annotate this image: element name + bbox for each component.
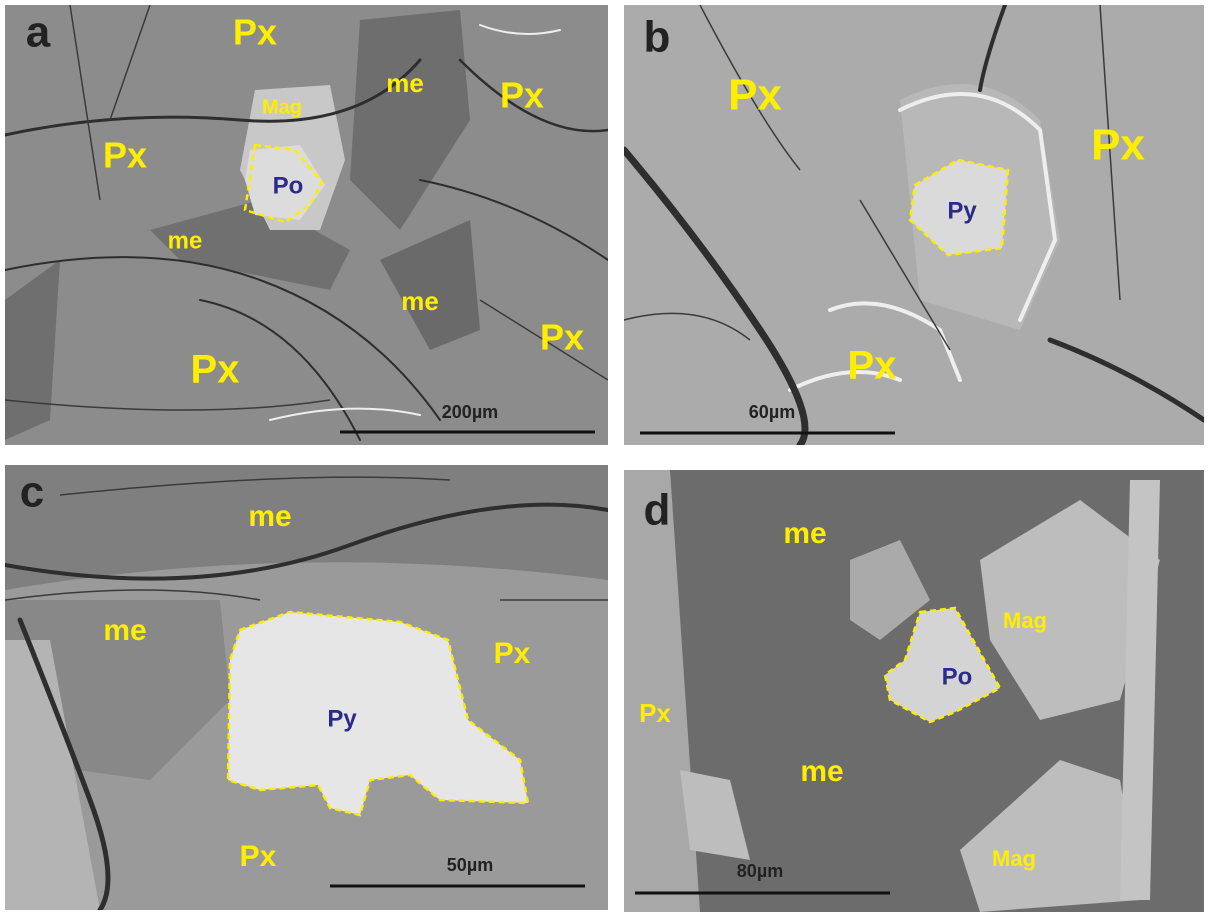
scale-bar-label: 50µm: [447, 855, 493, 875]
mineral-label: Mag: [1003, 608, 1047, 633]
mineral-label: Px: [191, 348, 240, 392]
mineral-label: Px: [240, 840, 277, 873]
mineral-label: me: [800, 755, 843, 788]
mineral-label: Py: [327, 705, 357, 732]
panel-letter: c: [20, 468, 44, 517]
mineral-label: Px: [500, 75, 544, 116]
mineral-label: Mag: [992, 846, 1036, 871]
mineral-label: me: [401, 286, 439, 316]
panel-letter: b: [644, 13, 671, 62]
panel-letter: a: [26, 8, 51, 57]
mineral-label: me: [168, 227, 203, 254]
mineral-label: Px: [848, 344, 897, 388]
mineral-label: Px: [103, 135, 147, 176]
mineral-label: Px: [639, 698, 671, 728]
mineral-label: me: [103, 614, 146, 647]
scale-bar-label: 60µm: [749, 402, 795, 422]
mineral-label: Px: [540, 317, 584, 358]
panel-d-image: [624, 470, 1204, 912]
mineral-label: Px: [1091, 121, 1145, 170]
mineral-label: Px: [728, 71, 782, 120]
panel-b-image: [624, 5, 1204, 445]
mineral-label: me: [386, 68, 424, 98]
mineral-label: me: [783, 517, 826, 550]
mineral-label: Px: [233, 12, 277, 53]
mineral-label: Po: [273, 172, 304, 199]
mineral-label: Px: [494, 637, 531, 670]
scale-bar-label: 200µm: [442, 402, 498, 422]
mineral-label: me: [248, 500, 291, 533]
scale-bar-label: 80µm: [737, 861, 783, 881]
panel-a-image: [5, 5, 608, 445]
mineral-label: Po: [942, 663, 973, 690]
mineral-label: Mag: [262, 96, 302, 118]
mineral-label: Py: [947, 197, 977, 224]
panel-c-image: [5, 465, 608, 910]
panel-letter: d: [644, 486, 671, 535]
